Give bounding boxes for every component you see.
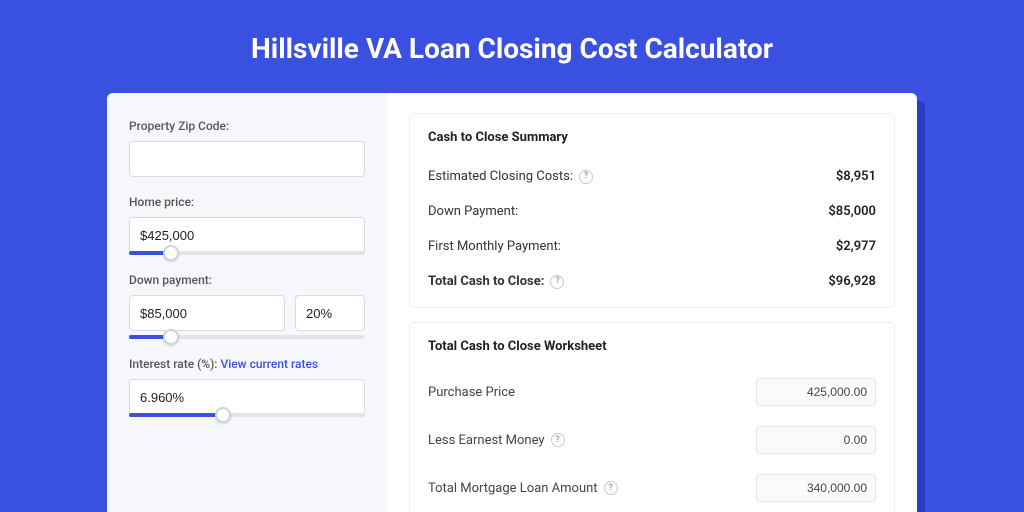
worksheet-row-earnest-money: Less Earnest Money ? (428, 416, 876, 464)
home-price-track (129, 251, 365, 255)
summary-total-value: $96,928 (828, 274, 876, 289)
summary-title: Cash to Close Summary (428, 130, 876, 145)
summary-value: $8,951 (836, 169, 876, 184)
home-price-thumb[interactable] (163, 245, 179, 261)
down-payment-track (129, 335, 365, 339)
down-payment-pct-input[interactable] (295, 295, 365, 331)
down-payment-field: Down payment: (129, 273, 365, 339)
interest-rate-label: Interest rate (%): View current rates (129, 357, 365, 371)
worksheet-input-earnest-money[interactable] (756, 426, 876, 454)
summary-label: Down Payment: (428, 204, 518, 219)
home-price-field: Home price: (129, 195, 365, 255)
inputs-panel: Property Zip Code: Home price: Down paym… (107, 93, 387, 512)
down-payment-input[interactable] (129, 295, 285, 331)
zip-field: Property Zip Code: (129, 119, 365, 177)
calculator-card: Property Zip Code: Home price: Down paym… (107, 93, 917, 512)
summary-row-down-payment: Down Payment: $85,000 (428, 194, 876, 229)
summary-row-closing-costs: Estimated Closing Costs: ? $8,951 (428, 159, 876, 194)
summary-value: $2,977 (836, 239, 876, 254)
zip-label: Property Zip Code: (129, 119, 365, 133)
interest-rate-slider[interactable] (129, 379, 365, 417)
summary-label: First Monthly Payment: (428, 239, 561, 254)
summary-total-label: Total Cash to Close: (428, 274, 544, 289)
down-payment-slider[interactable] (129, 335, 365, 339)
help-icon[interactable]: ? (550, 275, 564, 289)
interest-rate-thumb[interactable] (215, 407, 231, 423)
help-icon[interactable]: ? (579, 170, 593, 184)
page-title: Hillsville VA Loan Closing Cost Calculat… (0, 0, 1024, 93)
worksheet-title: Total Cash to Close Worksheet (428, 339, 876, 354)
summary-label: Estimated Closing Costs: (428, 169, 573, 184)
view-rates-link[interactable]: View current rates (220, 357, 318, 371)
worksheet-label: Purchase Price (428, 385, 515, 400)
down-payment-label: Down payment: (129, 273, 365, 287)
interest-rate-field: Interest rate (%): View current rates (129, 357, 365, 417)
summary-panel: Cash to Close Summary Estimated Closing … (409, 113, 895, 308)
worksheet-row-purchase-price: Purchase Price (428, 368, 876, 416)
worksheet-label: Less Earnest Money (428, 433, 545, 448)
down-payment-thumb[interactable] (163, 329, 179, 345)
interest-rate-fill (129, 413, 223, 417)
worksheet-label: Total Mortgage Loan Amount (428, 481, 598, 496)
zip-input[interactable] (129, 141, 365, 177)
interest-rate-track (129, 413, 365, 417)
worksheet-input-purchase-price[interactable] (756, 378, 876, 406)
interest-rate-input[interactable] (129, 379, 365, 415)
summary-row-first-payment: First Monthly Payment: $2,977 (428, 229, 876, 264)
help-icon[interactable]: ? (604, 481, 618, 495)
worksheet-input-mortgage-amount[interactable] (756, 474, 876, 502)
summary-value: $85,000 (828, 204, 876, 219)
worksheet-panel: Total Cash to Close Worksheet Purchase P… (409, 322, 895, 512)
interest-rate-label-text: Interest rate (%): (129, 357, 220, 371)
home-price-label: Home price: (129, 195, 365, 209)
worksheet-row-mortgage-amount: Total Mortgage Loan Amount ? (428, 464, 876, 512)
summary-row-total: Total Cash to Close: ? $96,928 (428, 264, 876, 299)
results-panel: Cash to Close Summary Estimated Closing … (387, 93, 917, 512)
calculator-container: Property Zip Code: Home price: Down paym… (107, 93, 917, 512)
home-price-slider[interactable] (129, 217, 365, 255)
help-icon[interactable]: ? (551, 433, 565, 447)
